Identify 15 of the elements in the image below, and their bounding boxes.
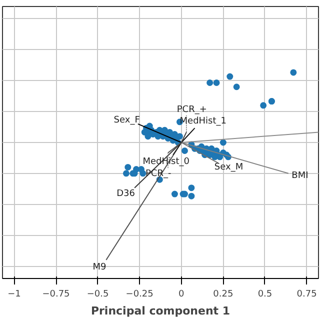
- x-tick-label: −0.5: [86, 290, 109, 300]
- x-axis-title: Principal component 1: [90, 304, 230, 318]
- x-tick-label: 0.5: [258, 290, 272, 300]
- x-tick-label: 0.75: [296, 290, 317, 300]
- series-label: BMI: [292, 170, 308, 181]
- x-tick-label: 0: [178, 290, 185, 300]
- series-label: D36: [116, 188, 136, 199]
- series-label: M9: [92, 262, 106, 272]
- series-label: Sex_M: [214, 162, 244, 172]
- series-label: Sex_F: [114, 116, 140, 126]
- text: PCR_+: [176, 105, 207, 116]
- x-tick-label: −0.25: [126, 290, 154, 300]
- x-tick-label: −1: [8, 290, 21, 300]
- x-tick-label: 0.25: [213, 290, 234, 300]
- x-tick-label: −0.75: [42, 290, 70, 300]
